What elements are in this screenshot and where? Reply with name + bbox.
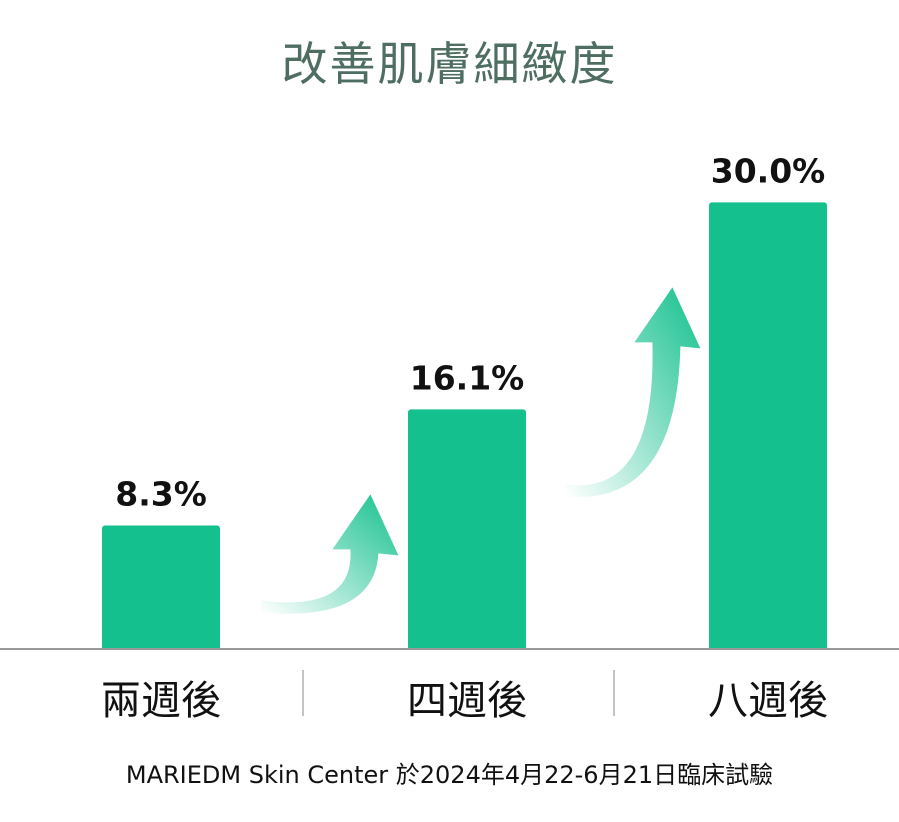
bar-3: [709, 202, 827, 650]
category-label-2-weeks: 兩週後: [101, 678, 221, 724]
category-separator: [302, 670, 304, 716]
chart-title: 改善肌膚細緻度: [281, 37, 618, 91]
data-label-2: 16.1%: [410, 358, 525, 397]
category-label-4-weeks: 四週後: [407, 678, 527, 724]
bar-1: [102, 525, 220, 650]
bar-2: [408, 409, 526, 650]
data-label-3: 30.0%: [711, 151, 826, 190]
category-label-8-weeks: 八週後: [708, 678, 828, 724]
curved-up-arrow-icon: [566, 287, 701, 497]
curved-up-arrow-icon: [261, 494, 399, 614]
category-separator: [613, 670, 615, 716]
data-label-1: 8.3%: [115, 474, 207, 513]
footnote-source: MARIEDM Skin Center 於2024年4月22-6月21日臨床試驗: [125, 761, 774, 789]
